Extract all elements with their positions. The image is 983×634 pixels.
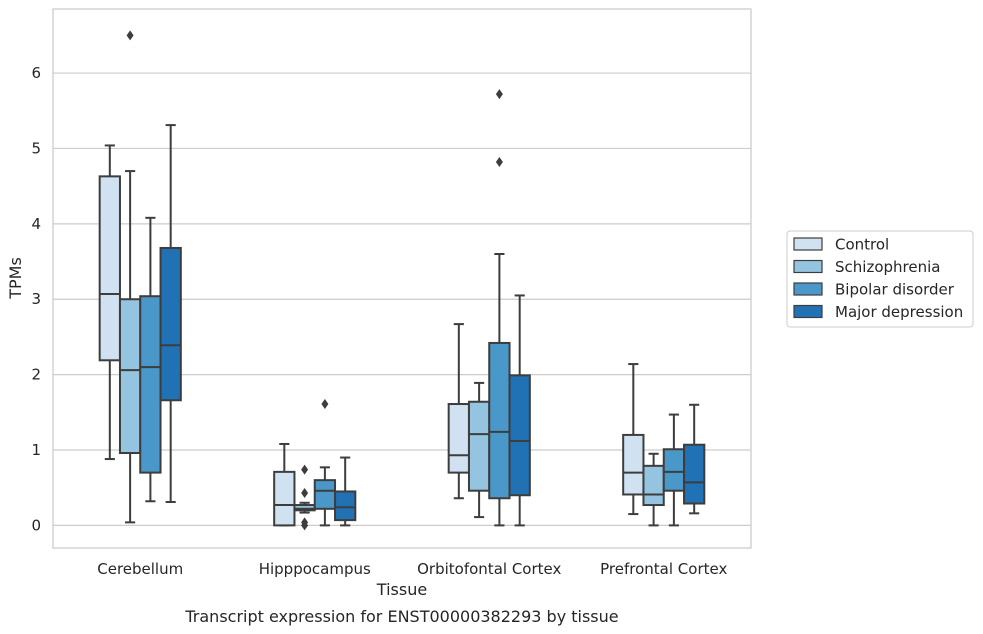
y-tick-label: 4 [31, 215, 41, 233]
box-iqr [447, 403, 470, 474]
box-iqr [622, 433, 645, 496]
x-axis-label: Tissue [376, 580, 427, 599]
box-0-1 [118, 30, 142, 524]
legend-swatch [793, 259, 823, 274]
y-axis-label: TPMs [6, 257, 25, 300]
outlier-point [126, 30, 134, 41]
outlier-point [495, 157, 503, 168]
box-1-3 [334, 456, 357, 527]
box-iqr [508, 374, 531, 497]
legend-entry-label: Bipolar disorder [835, 281, 955, 299]
box-1-0 [273, 442, 296, 527]
outlier-point [301, 464, 309, 475]
box-3-0 [622, 363, 645, 516]
box-iqr [642, 464, 665, 507]
y-tick-label: 0 [31, 516, 41, 534]
box-series [98, 30, 706, 531]
box-2-2 [488, 89, 511, 527]
box-iqr [273, 470, 296, 527]
box-iqr [98, 175, 121, 362]
box-iqr [662, 448, 686, 492]
box-iqr [159, 246, 182, 402]
box-iqr [118, 298, 142, 455]
x-tick-label: Cerebellum [97, 560, 183, 578]
box-2-3 [508, 294, 531, 527]
box-0-3 [159, 124, 182, 504]
box-2-0 [447, 323, 470, 500]
legend-entry-label: Schizophrenia [835, 258, 940, 276]
box-iqr [334, 490, 357, 522]
plot-frame [52, 8, 752, 549]
legend-entry-label: Major depression [835, 303, 963, 321]
legend-swatch [793, 237, 823, 251]
outlier-point [301, 487, 309, 498]
y-tick-labels: 0 1 2 3 4 5 6 [31, 64, 41, 534]
box-iqr [313, 479, 337, 510]
chart-caption: Transcript expression for ENST0000038229… [184, 607, 618, 626]
x-tick-labels: Cerebellum Hipppocampus Orbitofontal Corte… [97, 560, 727, 578]
legend-swatch [793, 282, 823, 296]
y-tick-label: 3 [31, 290, 41, 308]
box-iqr [467, 400, 491, 492]
x-tick-label: Hipppocampus [259, 560, 371, 578]
outlier-point [495, 89, 503, 100]
y-tick-label: 1 [31, 441, 41, 459]
outlier-point [301, 520, 309, 531]
legend-frame [786, 230, 974, 328]
outlier-point [321, 399, 329, 410]
box-iqr [488, 341, 511, 500]
y-tick-label: 6 [31, 64, 41, 82]
x-tick-label: Prefrontal Cortex [600, 560, 727, 578]
box-0-2 [139, 216, 162, 503]
legend: Control Schizophrenia Bipolar disorder Majo… [786, 230, 974, 328]
box-iqr [683, 443, 706, 505]
y-tick-label: 5 [31, 139, 41, 157]
x-tick-label: Orbitofontal Cortex [417, 560, 561, 578]
y-tick-label: 2 [31, 366, 41, 384]
legend-entry-label: Control [835, 236, 889, 254]
legend-swatch [793, 304, 823, 319]
box-1-2 [313, 399, 337, 527]
box-3-3 [683, 403, 706, 515]
box-0-0 [98, 144, 121, 461]
box-iqr [139, 295, 162, 474]
